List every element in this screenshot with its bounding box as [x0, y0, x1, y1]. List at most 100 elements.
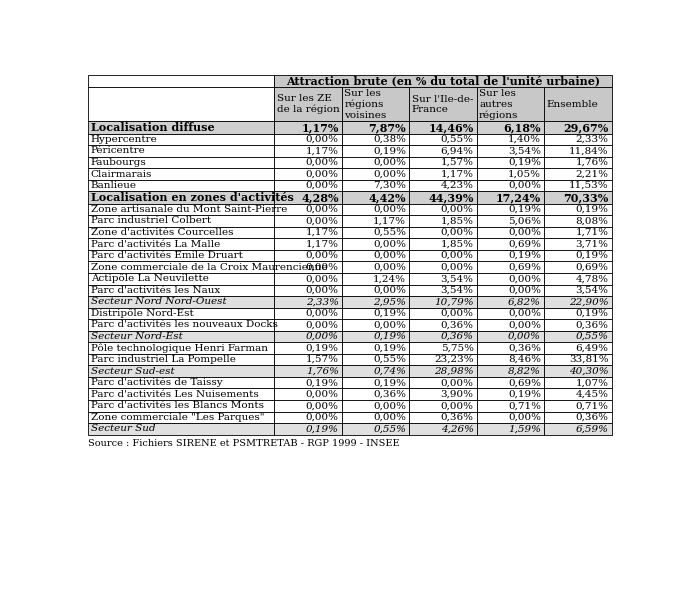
Bar — [89, 412, 275, 423]
Text: 0,00%: 0,00% — [306, 251, 339, 260]
Text: Source : Fichiers SIRENE et PSMTRETAB - RGP 1999 - INSEE: Source : Fichiers SIRENE et PSMTRETAB - … — [89, 439, 400, 448]
Bar — [342, 331, 409, 342]
Text: 5,75%: 5,75% — [441, 344, 473, 353]
Bar — [89, 377, 275, 388]
Text: 11,84%: 11,84% — [569, 146, 609, 155]
Bar — [275, 296, 342, 308]
Bar — [409, 238, 477, 250]
Text: 1,85%: 1,85% — [441, 217, 473, 226]
Text: 0,00%: 0,00% — [306, 217, 339, 226]
Bar — [89, 400, 275, 412]
Bar — [477, 273, 544, 284]
Text: Clairmarais: Clairmarais — [91, 170, 152, 179]
Text: 4,45%: 4,45% — [576, 390, 609, 399]
Text: 0,00%: 0,00% — [441, 251, 473, 260]
Text: 7,87%: 7,87% — [369, 122, 406, 133]
Text: Localisation en zones d'activités: Localisation en zones d'activités — [91, 192, 294, 203]
Text: Zone d'activités Courcelles: Zone d'activités Courcelles — [91, 228, 234, 237]
Text: 0,00%: 0,00% — [441, 378, 473, 387]
Text: 23,23%: 23,23% — [434, 355, 473, 364]
Bar — [275, 388, 342, 400]
Text: 1,40%: 1,40% — [508, 135, 541, 144]
Bar — [477, 354, 544, 365]
Bar — [409, 423, 477, 434]
Text: Banlieue: Banlieue — [91, 181, 137, 190]
Text: 0,19%: 0,19% — [508, 390, 541, 399]
Bar — [477, 227, 544, 238]
Text: 0,00%: 0,00% — [508, 286, 541, 295]
Bar — [275, 273, 342, 284]
Text: 0,55%: 0,55% — [441, 135, 473, 144]
Text: 0,71%: 0,71% — [508, 401, 541, 410]
Text: 0,00%: 0,00% — [508, 274, 541, 283]
Bar — [544, 180, 611, 191]
Bar — [409, 88, 477, 121]
Text: 0,19%: 0,19% — [576, 309, 609, 318]
Bar — [89, 203, 275, 215]
Text: Attraction brute (en % du total de l'unité urbaine): Attraction brute (en % du total de l'uni… — [286, 76, 600, 87]
Text: 6,94%: 6,94% — [441, 146, 473, 155]
Text: 0,00%: 0,00% — [306, 401, 339, 410]
Bar — [477, 191, 544, 203]
Bar — [477, 145, 544, 157]
Text: 0,36%: 0,36% — [576, 413, 609, 422]
Bar — [409, 388, 477, 400]
Text: 1,59%: 1,59% — [508, 424, 541, 433]
Text: 0,19%: 0,19% — [373, 146, 406, 155]
Text: 0,00%: 0,00% — [508, 181, 541, 190]
Bar — [89, 273, 275, 284]
Text: 3,54%: 3,54% — [441, 286, 473, 295]
Text: 0,19%: 0,19% — [508, 205, 541, 214]
Bar — [89, 134, 275, 145]
Text: 4,26%: 4,26% — [441, 424, 473, 433]
Bar — [477, 423, 544, 434]
Bar — [89, 262, 275, 273]
Bar — [342, 388, 409, 400]
Text: 0,69%: 0,69% — [508, 263, 541, 272]
Text: 14,46%: 14,46% — [428, 122, 473, 133]
Bar — [275, 227, 342, 238]
Bar — [275, 157, 342, 168]
Bar — [409, 157, 477, 168]
Bar — [275, 134, 342, 145]
Bar — [275, 308, 342, 319]
Text: 0,19%: 0,19% — [373, 344, 406, 353]
Text: 0,36%: 0,36% — [508, 344, 541, 353]
Bar — [89, 227, 275, 238]
Text: Sur les ZE
de la région: Sur les ZE de la région — [277, 94, 339, 115]
Bar — [409, 377, 477, 388]
Bar — [89, 342, 275, 354]
Text: Zone commerciale de la Croix Maurencienne: Zone commerciale de la Croix Maurencienn… — [91, 263, 327, 272]
Text: Faubourgs: Faubourgs — [91, 158, 147, 167]
Bar — [409, 250, 477, 262]
Bar — [544, 250, 611, 262]
Bar — [342, 284, 409, 296]
Bar — [89, 423, 275, 434]
Text: 0,00%: 0,00% — [306, 158, 339, 167]
Bar — [89, 168, 275, 180]
Text: 0,00%: 0,00% — [306, 332, 339, 341]
Text: 0,19%: 0,19% — [508, 158, 541, 167]
Bar — [89, 238, 275, 250]
Bar — [409, 121, 477, 134]
Text: 0,00%: 0,00% — [306, 135, 339, 144]
Bar — [409, 284, 477, 296]
Bar — [544, 121, 611, 134]
Text: Secteur Sud: Secteur Sud — [91, 424, 155, 433]
Bar — [342, 342, 409, 354]
Text: 0,00%: 0,00% — [441, 401, 473, 410]
Text: 1,17%: 1,17% — [373, 217, 406, 226]
Bar — [89, 388, 275, 400]
Text: 0,36%: 0,36% — [441, 320, 473, 329]
Bar — [544, 145, 611, 157]
Text: 0,00%: 0,00% — [373, 170, 406, 179]
Text: 4,42%: 4,42% — [369, 192, 406, 203]
Text: 0,19%: 0,19% — [576, 251, 609, 260]
Bar — [544, 203, 611, 215]
Text: 1,17%: 1,17% — [306, 239, 339, 248]
Text: 40,30%: 40,30% — [569, 367, 609, 376]
Bar — [89, 296, 275, 308]
Text: 0,00%: 0,00% — [373, 263, 406, 272]
Text: 0,00%: 0,00% — [306, 263, 339, 272]
Bar — [477, 157, 544, 168]
